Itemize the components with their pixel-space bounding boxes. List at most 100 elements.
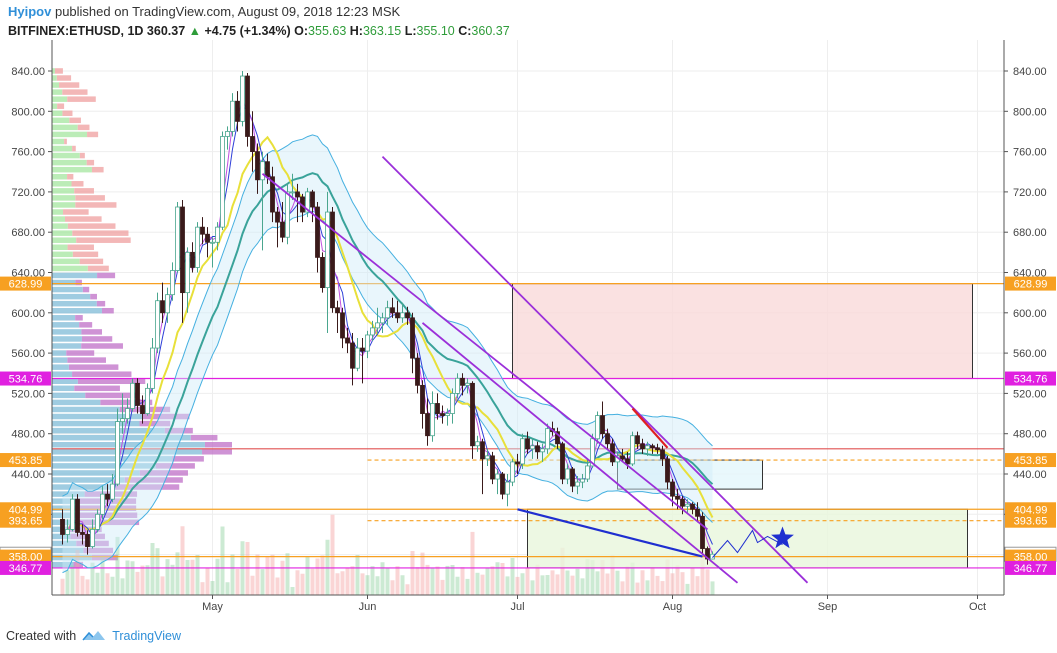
volume-bar bbox=[85, 579, 90, 595]
volume-profile-bar-buy bbox=[52, 293, 91, 300]
volume-profile-bar-buy bbox=[52, 145, 73, 152]
volume-bar bbox=[480, 574, 485, 595]
candle-body bbox=[620, 455, 625, 460]
candle-body bbox=[700, 515, 705, 549]
tradingview-logo-icon[interactable] bbox=[82, 629, 106, 643]
volume-profile-bar-sell bbox=[82, 286, 90, 293]
candle-body bbox=[235, 100, 240, 122]
volume-bar bbox=[150, 543, 155, 595]
volume-bar bbox=[215, 558, 220, 595]
candle-body bbox=[625, 458, 630, 465]
volume-bar bbox=[290, 587, 295, 595]
low-label: L: bbox=[404, 24, 417, 38]
candle-body bbox=[260, 161, 265, 181]
volume-profile-bar-sell bbox=[204, 441, 232, 448]
author-name[interactable]: Hyipov bbox=[8, 4, 52, 19]
volume-profile-bar-sell bbox=[91, 166, 104, 173]
volume-profile-bar-buy bbox=[52, 117, 70, 124]
candle-body bbox=[420, 384, 425, 414]
volume-bar bbox=[505, 576, 510, 595]
star-marker bbox=[771, 526, 794, 549]
volume-bar bbox=[105, 573, 110, 595]
volume-profile-bar-sell bbox=[164, 427, 193, 434]
volume-profile-bar-buy bbox=[52, 188, 75, 194]
volume-profile-bar-buy bbox=[52, 343, 82, 349]
volume-profile-bar-buy bbox=[52, 491, 85, 497]
volume-bar bbox=[580, 578, 585, 595]
created-with-text: Created with bbox=[6, 629, 77, 643]
candle-body bbox=[395, 312, 400, 319]
volume-profile-bar-buy bbox=[52, 279, 76, 286]
trendline bbox=[261, 173, 709, 531]
volume-profile-bar-buy bbox=[52, 82, 60, 88]
volume-bar bbox=[270, 554, 275, 595]
price-zone bbox=[512, 283, 973, 380]
volume-profile-bar-sell bbox=[66, 526, 102, 533]
volume-profile-bar-sell bbox=[68, 364, 119, 370]
volume-profile-bar-sell bbox=[57, 103, 65, 109]
volume-bar bbox=[355, 555, 360, 595]
volume-bar bbox=[685, 583, 690, 595]
volume-profile-bar-sell bbox=[75, 279, 82, 286]
candle-body bbox=[585, 465, 590, 480]
volume-profile-bar-buy bbox=[52, 152, 80, 159]
volume-bar bbox=[360, 573, 365, 595]
candle-body bbox=[330, 211, 335, 309]
volume-profile-bar-sell bbox=[139, 470, 188, 476]
volume-profile-bar-sell bbox=[72, 371, 132, 377]
volume-bar bbox=[145, 565, 150, 595]
volume-profile-bar-buy bbox=[52, 413, 143, 420]
volume-profile-bar-sell bbox=[100, 399, 153, 406]
volume-bar bbox=[470, 531, 475, 595]
price-label-left: 346.77 bbox=[9, 563, 43, 575]
x-tick-label: Oct bbox=[969, 601, 986, 613]
volume-profile-bar-buy bbox=[52, 385, 75, 392]
price-label-right-bg bbox=[1005, 371, 1056, 386]
candle-body bbox=[360, 347, 365, 352]
price-label-left-bg bbox=[0, 560, 51, 575]
candle-body bbox=[670, 481, 675, 497]
volume-bar bbox=[60, 578, 65, 595]
candle-body bbox=[575, 481, 580, 487]
candle-body bbox=[60, 518, 65, 535]
candle-body bbox=[465, 382, 470, 386]
candle-body bbox=[580, 478, 585, 483]
candle-body bbox=[145, 387, 150, 414]
close-label: C: bbox=[458, 24, 472, 38]
volume-profile-bar-sell bbox=[79, 152, 85, 159]
volume-bar bbox=[275, 577, 280, 595]
volume-profile-bar-sell bbox=[81, 336, 113, 342]
volume-profile-bar-sell bbox=[190, 434, 218, 441]
volume-bar bbox=[305, 557, 310, 595]
y-tick-label-left: 520.00 bbox=[11, 388, 45, 400]
volume-profile-bar-buy bbox=[52, 307, 102, 314]
volume-bar bbox=[705, 569, 710, 595]
volume-bar bbox=[300, 573, 305, 595]
tradingview-brand-link[interactable]: TradingView bbox=[112, 629, 181, 643]
volume-profile-bar-buy bbox=[52, 258, 80, 265]
price-label-right-bg bbox=[1005, 453, 1056, 468]
volume-bar bbox=[345, 568, 350, 595]
candle-body bbox=[125, 408, 130, 419]
volume-bar bbox=[95, 572, 100, 595]
price-label-left-bg bbox=[0, 502, 51, 517]
volume-bar bbox=[340, 571, 345, 595]
volume-bar bbox=[155, 548, 160, 595]
volume-bar bbox=[190, 559, 195, 595]
volume-bar bbox=[675, 565, 680, 595]
volume-profile-bar-sell bbox=[79, 258, 104, 265]
price-chart[interactable]: 840.00 840.00 800.00 800.00 760.00 760.00 720.… bbox=[0, 40, 1057, 620]
volume-bar bbox=[65, 570, 70, 595]
volume-bar bbox=[620, 581, 625, 595]
ma-teal bbox=[62, 172, 714, 536]
volume-profile-bar-buy bbox=[52, 110, 63, 117]
candle-body bbox=[105, 493, 110, 500]
candle-body bbox=[270, 176, 275, 213]
volume-bar bbox=[70, 565, 75, 595]
volume-profile-bar-sell bbox=[72, 230, 129, 236]
candle-body bbox=[640, 443, 645, 450]
candle-body bbox=[445, 413, 450, 416]
volume-bar bbox=[120, 578, 125, 595]
volume-profile-bar-sell bbox=[155, 463, 195, 469]
candle-body bbox=[315, 206, 320, 258]
